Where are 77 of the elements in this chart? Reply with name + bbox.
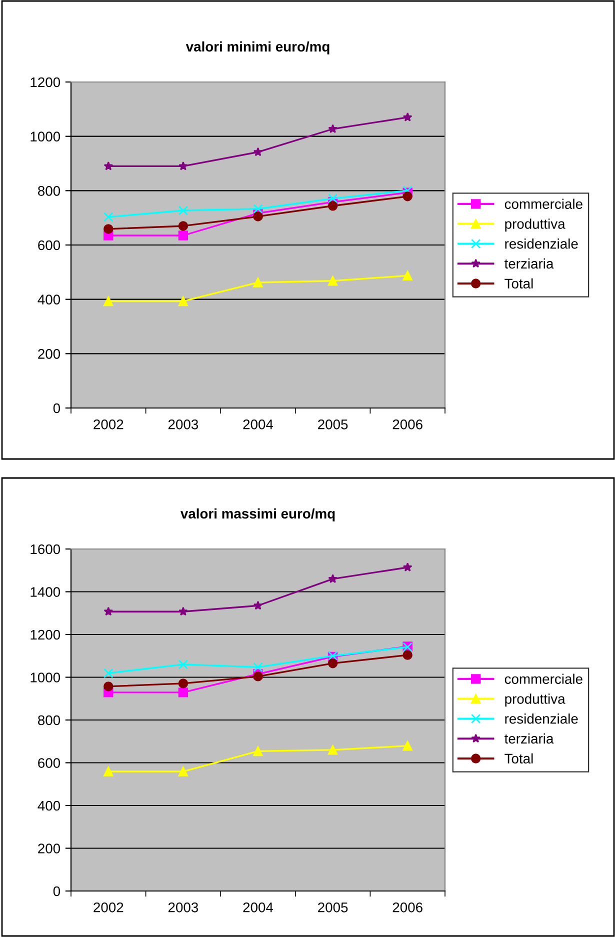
point xyxy=(328,658,338,668)
point xyxy=(104,161,114,170)
point xyxy=(104,224,114,234)
legend-label: Total xyxy=(504,753,533,764)
point xyxy=(253,147,263,156)
y-tick-label: 800 xyxy=(38,186,60,196)
point xyxy=(178,766,188,776)
legend-label: produttiva xyxy=(505,218,566,232)
point xyxy=(253,212,263,222)
point xyxy=(328,194,338,204)
chart-title: valori minimi euro/mq xyxy=(186,41,330,54)
y-tick-label: 200 xyxy=(38,349,60,359)
point xyxy=(328,574,338,583)
point xyxy=(178,206,188,216)
legend-label: terziaria xyxy=(504,258,554,269)
y-tick-label: 1400 xyxy=(30,587,60,597)
point xyxy=(178,296,188,306)
x-tick-label: 2002 xyxy=(94,902,124,912)
point xyxy=(178,688,188,698)
y-tick-label: 200 xyxy=(38,844,60,854)
y-tick-label: 1200 xyxy=(30,630,60,640)
point xyxy=(253,600,263,610)
point xyxy=(104,606,114,616)
x-tick-label: 2006 xyxy=(392,419,422,430)
point xyxy=(328,276,338,286)
point xyxy=(402,650,412,660)
point xyxy=(104,212,114,222)
point xyxy=(104,668,114,678)
point xyxy=(253,746,263,756)
legend-label: produttiva xyxy=(505,694,566,707)
legend-label: residenziale xyxy=(505,238,578,249)
x-tick-label: 2006 xyxy=(392,902,422,912)
x-tick-label: 2002 xyxy=(94,419,124,430)
point xyxy=(328,201,338,211)
point xyxy=(402,741,412,751)
x-tick-label: 2003 xyxy=(168,902,198,912)
y-tick-label: 600 xyxy=(38,758,60,768)
point xyxy=(178,221,188,231)
x-tick-label: 2004 xyxy=(243,902,274,912)
legend-label: residenziale xyxy=(505,714,578,724)
point xyxy=(104,682,114,692)
x-tick-label: 2003 xyxy=(168,419,198,430)
point xyxy=(328,745,338,755)
point xyxy=(178,678,188,688)
y-tick-label: 1000 xyxy=(30,132,60,142)
y-tick-label: 400 xyxy=(38,294,60,305)
y-tick-label: 1600 xyxy=(30,544,60,554)
y-tick-label: 600 xyxy=(38,240,60,250)
point xyxy=(402,192,412,202)
point xyxy=(253,204,263,214)
point xyxy=(402,562,412,572)
point xyxy=(253,672,263,682)
legend-label: Total xyxy=(504,278,533,289)
legend-label: commerciale xyxy=(504,674,582,684)
x-tick-label: 2005 xyxy=(318,419,348,430)
legend-label: terziaria xyxy=(504,733,554,744)
x-tick-label: 2005 xyxy=(318,902,348,912)
y-tick-label: 800 xyxy=(38,715,60,726)
x-tick-label: 2004 xyxy=(243,419,274,430)
point xyxy=(328,124,338,134)
point xyxy=(178,660,188,670)
point xyxy=(402,112,412,122)
point xyxy=(104,296,114,306)
y-tick-label: 0 xyxy=(53,886,60,896)
point xyxy=(104,766,114,776)
point xyxy=(253,278,263,288)
point xyxy=(253,662,263,672)
point xyxy=(402,270,412,281)
y-tick-label: 1200 xyxy=(30,77,60,88)
point xyxy=(178,230,188,240)
legend-label: commerciale xyxy=(504,198,582,209)
y-tick-label: 0 xyxy=(53,403,60,414)
y-tick-label: 400 xyxy=(38,800,60,811)
point xyxy=(178,606,188,616)
y-tick-label: 1000 xyxy=(30,672,60,682)
point xyxy=(178,161,188,170)
chart-title: valori massimi euro/mq xyxy=(180,508,335,522)
